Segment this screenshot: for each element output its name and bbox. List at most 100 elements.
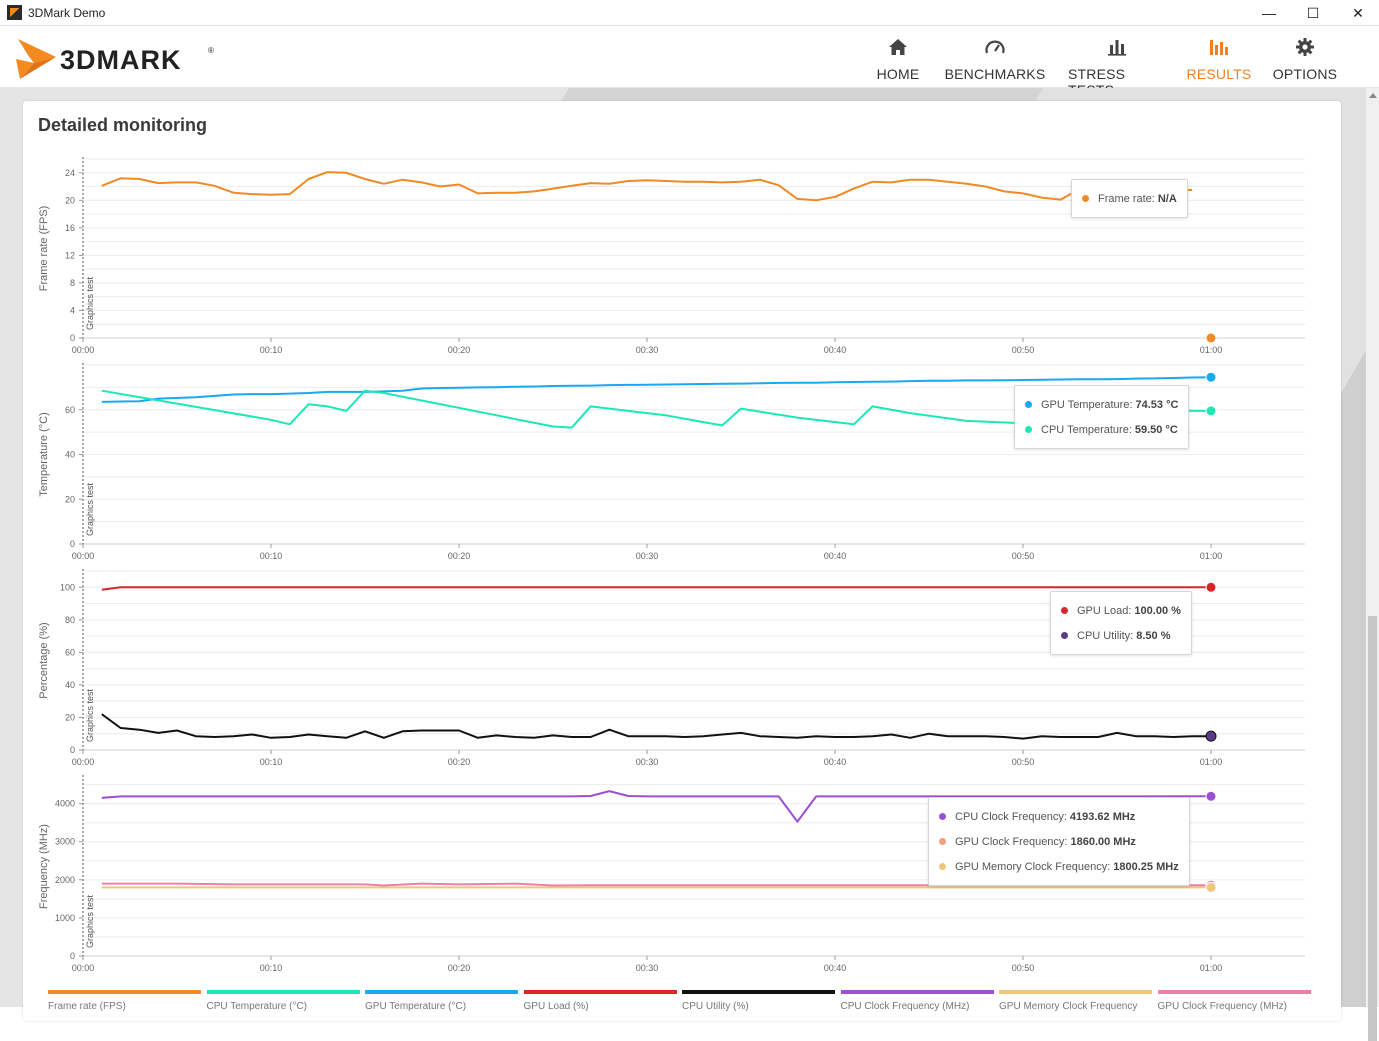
scroll-up-arrow-icon[interactable] <box>1369 93 1377 98</box>
legend-item[interactable]: GPU Clock Frequency (MHz) <box>1157 990 1311 1020</box>
y-tick-label: 60 <box>65 405 75 415</box>
tooltip-label: CPU Utility: <box>1077 629 1134 642</box>
legend-color-bar <box>48 990 201 994</box>
tooltip-row: Frame rate: N/A <box>1082 186 1177 211</box>
gear-icon <box>1295 36 1315 58</box>
series-end-marker <box>1205 405 1217 417</box>
nav-benchmarks-label: BENCHMARKS <box>944 66 1046 82</box>
series-end-marker <box>1205 371 1217 383</box>
home-icon <box>888 36 908 58</box>
results-bars-icon <box>1208 36 1230 58</box>
tooltip-label: GPU Memory Clock Frequency: <box>955 860 1111 873</box>
y-axis-label: Frame rate (FPS) <box>38 206 50 292</box>
legend-item[interactable]: GPU Load (%) <box>523 990 677 1020</box>
app-icon <box>7 5 22 20</box>
x-tick-label: 00:30 <box>636 551 659 561</box>
legend-item[interactable]: CPU Temperature (°C) <box>206 990 360 1020</box>
legend-item[interactable]: GPU Memory Clock Frequency <box>999 990 1152 1020</box>
nav-home[interactable]: HOME <box>874 36 922 82</box>
nav-results-label: RESULTS <box>1186 66 1252 82</box>
tooltip-label: GPU Clock Frequency: <box>955 835 1068 848</box>
y-tick-label: 16 <box>65 223 75 233</box>
x-tick-label: 01:00 <box>1200 551 1223 561</box>
window-title: 3DMark Demo <box>28 6 106 20</box>
stress-bars-icon <box>1107 36 1127 58</box>
x-tick-label: 00:50 <box>1012 757 1035 767</box>
tooltip-dot-icon <box>1061 607 1068 614</box>
x-tick-label: 00:00 <box>72 757 95 767</box>
y-tick-label: 40 <box>65 450 75 460</box>
x-tick-label: 00:50 <box>1012 963 1035 973</box>
legend-item[interactable]: CPU Utility (%) <box>682 990 835 1020</box>
y-tick-label: 12 <box>65 250 75 260</box>
vertical-scrollbar[interactable] <box>1366 88 1379 1041</box>
chart-tooltip: CPU Clock Frequency: 4193.62 MHz GPU Clock… <box>928 797 1190 886</box>
tooltip-value: 100.00 % <box>1134 604 1181 617</box>
y-tick-label: 0 <box>70 333 75 343</box>
graphics-test-label: Graphics test <box>85 688 95 742</box>
tooltip-label: GPU Temperature: <box>1041 398 1133 411</box>
x-tick-label: 00:10 <box>260 551 283 561</box>
y-tick-label: 24 <box>65 168 75 178</box>
y-axis-label: Frequency (MHz) <box>38 824 50 909</box>
close-button[interactable]: ✕ <box>1352 4 1364 21</box>
x-tick-label: 00:20 <box>448 963 471 973</box>
series-line <box>101 790 1212 823</box>
series-line <box>101 586 1211 591</box>
x-tick-label: 00:20 <box>448 757 471 767</box>
x-tick-label: 00:40 <box>824 551 847 561</box>
panel-title: Detailed monitoring <box>38 115 208 135</box>
x-tick-label: 01:00 <box>1200 345 1223 355</box>
y-tick-label: 0 <box>70 539 75 549</box>
x-tick-label: 00:10 <box>260 757 283 767</box>
x-tick-label: 00:30 <box>636 757 659 767</box>
tooltip-value: 59.50 °C <box>1134 423 1178 436</box>
3dmark-logo[interactable]: 3DMARK ® <box>14 33 224 83</box>
chart-tooltip: GPU Load: 100.00 % CPU Utility: 8.50 % <box>1050 591 1192 655</box>
y-tick-label: 4 <box>70 305 75 315</box>
nav-home-label: HOME <box>876 66 920 82</box>
tooltip-value: 1860.00 MHz <box>1070 835 1136 848</box>
x-tick-label: 00:40 <box>824 963 847 973</box>
y-tick-label: 20 <box>65 195 75 205</box>
graphics-test-label: Graphics test <box>85 276 95 330</box>
tooltip-label: Frame rate: <box>1098 192 1155 205</box>
logo-text: 3DMARK <box>60 45 182 75</box>
scrollbar-thumb[interactable] <box>1368 616 1377 1041</box>
x-tick-label: 00:00 <box>72 345 95 355</box>
chart-tooltip: GPU Temperature: 74.53 °C CPU Temperature:… <box>1014 385 1190 449</box>
y-tick-label: 3000 <box>55 837 75 847</box>
x-tick-label: 01:00 <box>1200 963 1223 973</box>
tooltip-dot-icon <box>939 813 946 820</box>
x-tick-label: 01:00 <box>1200 757 1223 767</box>
3dmark-logo-mark: 3DMARK ® <box>16 39 214 79</box>
logo-registered-mark: ® <box>208 46 214 55</box>
y-tick-label: 8 <box>70 278 75 288</box>
legend-item[interactable]: Frame rate (FPS) <box>48 990 201 1020</box>
minimize-button[interactable]: — <box>1262 5 1276 21</box>
nav-results[interactable]: RESULTS <box>1186 36 1252 82</box>
tooltip-value: 4193.62 MHz <box>1069 810 1136 823</box>
maximize-button[interactable]: ☐ <box>1306 4 1320 21</box>
x-tick-label: 00:50 <box>1012 345 1035 355</box>
x-tick-label: 00:10 <box>260 345 283 355</box>
legend-color-bar <box>682 990 835 994</box>
y-tick-label: 20 <box>65 712 75 722</box>
legend-item[interactable]: CPU Clock Frequency (MHz) <box>840 990 994 1020</box>
legend-color-bar <box>365 990 518 994</box>
window-titlebar: 3DMark Demo — ☐ ✕ <box>0 0 1379 26</box>
legend-item[interactable]: GPU Temperature (°C) <box>365 990 518 1020</box>
tooltip-dot-icon <box>939 863 946 870</box>
tooltip-value: 74.53 °C <box>1135 398 1179 411</box>
tooltip-dot-icon <box>939 838 946 845</box>
tooltip-dot-icon <box>1061 632 1068 639</box>
y-tick-label: 100 <box>60 582 75 592</box>
tooltip-dot-icon <box>1025 426 1032 433</box>
nav-options-label: OPTIONS <box>1272 66 1338 82</box>
tooltip-label: CPU Temperature: <box>1041 423 1132 436</box>
tooltip-label: GPU Load: <box>1077 604 1132 617</box>
nav-options[interactable]: OPTIONS <box>1272 36 1338 82</box>
chart-tooltip: Frame rate: N/A <box>1071 179 1188 218</box>
nav-benchmarks[interactable]: BENCHMARKS <box>944 36 1046 82</box>
legend-color-bar <box>1157 990 1311 994</box>
